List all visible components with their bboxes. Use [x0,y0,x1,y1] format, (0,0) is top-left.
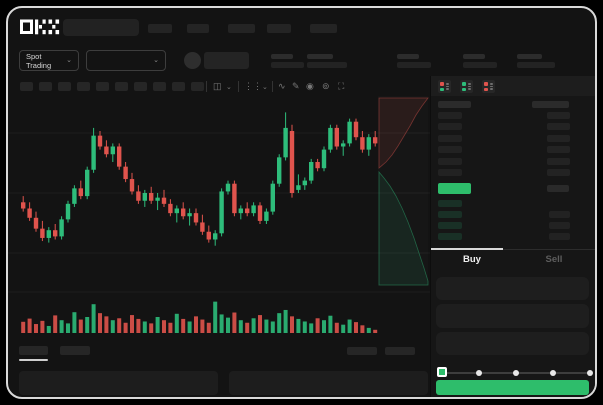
ticker-stat-2 [307,54,351,70]
slider-stop-2[interactable] [513,370,519,376]
toolbar-divider [272,81,273,92]
bid-row-price-skeleton [438,200,462,207]
book-view-sells-icon[interactable] [482,80,495,93]
coin-avatar [184,52,201,69]
nav-item-5[interactable] [310,24,337,33]
pair-name-skeleton [204,52,249,69]
timeframe-pill-8[interactable] [153,82,166,91]
ask-row-amount-skeleton [547,135,570,142]
ask-row-amount-skeleton [547,146,570,153]
slider-stop-3[interactable] [550,370,556,376]
nav-item-2[interactable] [187,24,209,33]
tabs-divider [431,249,595,250]
timeframe-pill-4[interactable] [77,82,90,91]
ask-row-amount-skeleton [547,112,570,119]
okx-logo[interactable] [20,19,60,35]
nav-item-1[interactable] [148,24,172,33]
okx-logo-icon [20,19,60,35]
ticker-stat-5 [517,54,561,70]
ask-row-price-skeleton [438,112,462,119]
ticker-stat-4 [463,54,503,70]
bottom-panel-right [229,371,428,395]
nav-item-4[interactable] [267,24,291,33]
timeframe-pill-3[interactable] [58,82,71,91]
total-field[interactable] [436,332,589,355]
bid-row-price-skeleton [438,211,462,218]
price-field[interactable] [436,277,589,300]
percent-slider-handle[interactable] [437,367,447,377]
ask-row-amount-skeleton [547,158,570,165]
timeframe-pill-6[interactable] [115,82,128,91]
draw-pencil-icon[interactable]: ✎ [292,81,300,91]
book-view-buys-icon[interactable] [460,80,473,93]
book-view-both-icon[interactable] [438,80,451,93]
timeframe-pill-1[interactable] [20,82,33,91]
orderbook-panel: Buy Sell [430,76,595,397]
ask-row-amount-skeleton [547,123,570,130]
bottom-tab-active-underline [19,359,48,361]
bid-row-price-skeleton [438,233,462,240]
timeframe-pill-7[interactable] [134,82,147,91]
nav-item-3[interactable] [228,24,255,33]
timeframe-pill-5[interactable] [96,82,109,91]
timeframe-pill-9[interactable] [172,82,185,91]
ask-row-amount-skeleton [547,169,570,176]
buy-tab-indicator [431,248,503,250]
ask-row-price-skeleton [438,158,462,165]
bid-row-amount-skeleton [549,233,570,240]
chevron-down-icon[interactable]: ⌄ [262,84,268,91]
indicator-icon[interactable]: ⋮⋮ [244,81,262,91]
market-type-label: Spot Trading [26,51,52,70]
timeframe-pill-10[interactable] [191,82,204,91]
bid-row-price-skeleton [438,222,462,229]
candlestick-chart[interactable] [8,96,430,340]
chevron-down-icon: ⌄ [66,57,72,64]
timeframe-pill-2[interactable] [39,82,52,91]
ask-row-price-skeleton [438,123,462,130]
chevron-down-icon: ⌄ [153,57,159,64]
ask-row-price-skeleton [438,146,462,153]
orderbook-col-header-amount [532,101,569,108]
toolbar-divider [206,81,207,92]
candle-type-icon[interactable]: ◫ [213,81,222,91]
camera-icon[interactable]: ◉ [306,81,314,91]
tab-sell[interactable]: Sell [545,254,563,265]
app-window: Spot Trading ⌄ ⌄ ◫ ⌄ ⋮⋮ ⌄ ∿ ✎ ◉ ⊚ [6,6,597,399]
amount-field[interactable] [436,304,589,328]
market-type-dropdown[interactable]: Spot Trading ⌄ [19,50,79,71]
slider-stop-1[interactable] [476,370,482,376]
bottom-action-2[interactable] [385,347,415,355]
ask-row-price-skeleton [438,135,462,142]
fullscreen-icon[interactable]: ⛶ [338,81,345,91]
ticker-stat-3 [397,54,437,70]
last-price-bar[interactable] [438,183,471,194]
bottom-action-1[interactable] [347,347,377,355]
pair-selector-dropdown[interactable]: ⌄ [86,50,166,71]
orderbook-col-header-price [438,101,471,108]
orderbook-toolbar [431,76,595,96]
search-input[interactable] [63,19,139,36]
bid-row-amount-skeleton [549,211,570,218]
bottom-tab-2[interactable] [60,346,90,355]
bid-row-amount-skeleton [549,222,570,229]
orderbook-amount-skeleton [547,185,569,192]
ticker-stat-1 [271,54,311,70]
bottom-panel-left [19,371,218,395]
toolbar-divider [238,81,239,92]
buy-button[interactable] [436,380,589,395]
settings-gear-icon[interactable]: ⊚ [322,81,330,91]
chevron-down-icon[interactable]: ⌄ [226,84,232,91]
bottom-tab-active[interactable] [19,346,48,355]
line-tool-icon[interactable]: ∿ [278,81,286,91]
tab-buy[interactable]: Buy [463,254,481,265]
slider-stop-4[interactable] [587,370,593,376]
ask-row-price-skeleton [438,169,462,176]
